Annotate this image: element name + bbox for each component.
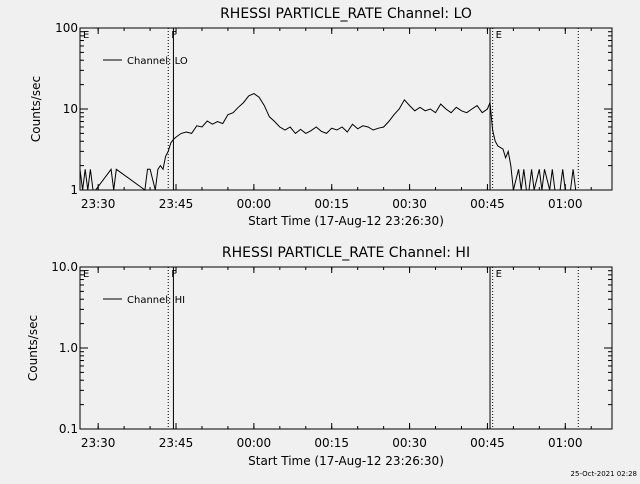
x-tick-label: 23:30 — [81, 197, 116, 211]
flag-marker-label: E — [83, 30, 89, 41]
x-tick-label: 23:30 — [81, 436, 116, 450]
x-tick-label: 23:45 — [159, 197, 194, 211]
hi-panel: RHESSI PARTICLE_RATE Channel: HI 23:30 23:… — [26, 245, 613, 468]
flag-marker-label: E — [496, 269, 502, 280]
y-tick-label: 1 — [70, 183, 78, 197]
chart-title: RHESSI PARTICLE_RATE Channel: HI — [222, 245, 470, 261]
x-tick-label: 00:30 — [392, 436, 427, 450]
flag-marker-label: E — [83, 269, 89, 280]
y-tick-label: 0.1 — [59, 422, 78, 436]
y-tick-label: 1.0 — [59, 341, 78, 355]
y-axis-label: Counts/sec — [29, 76, 43, 142]
flag-marker-label: E — [496, 30, 502, 41]
y-tick-label: 10.0 — [51, 260, 78, 274]
plot-frame — [79, 266, 613, 430]
x-tick-label: 01:00 — [548, 197, 583, 211]
flag-marker-label: F — [171, 269, 177, 280]
series-line — [79, 93, 577, 191]
x-tick-label: 00:15 — [314, 197, 349, 211]
x-tick-label: 00:15 — [314, 436, 349, 450]
y-tick-label: 10 — [63, 102, 78, 116]
x-axis-label: Start Time (17-Aug-12 23:26:30) — [248, 454, 444, 468]
legend-label: Channel: LO — [127, 56, 188, 67]
x-tick-label: 00:30 — [392, 197, 427, 211]
chart-title: RHESSI PARTICLE_RATE Channel: LO — [220, 6, 472, 22]
x-axis-label: Start Time (17-Aug-12 23:26:30) — [248, 214, 444, 228]
flag-marker-label: F — [171, 30, 177, 41]
legend-label: Channel: HI — [127, 295, 185, 306]
y-axis-label: Counts/sec — [26, 315, 40, 381]
timestamp: 25-Oct-2021 02:28 — [571, 470, 637, 478]
y-tick-label: 100 — [55, 21, 78, 35]
x-tick-label: 00:00 — [237, 436, 272, 450]
x-tick-label: 01:00 — [548, 436, 583, 450]
x-tick-label: 00:45 — [470, 197, 505, 211]
x-tick-label: 00:00 — [237, 197, 272, 211]
x-tick-label: 23:45 — [159, 436, 194, 450]
lo-panel: RHESSI PARTICLE_RATE Channel: LO 23:30 23:… — [29, 6, 613, 228]
x-tick-label: 00:45 — [470, 436, 505, 450]
